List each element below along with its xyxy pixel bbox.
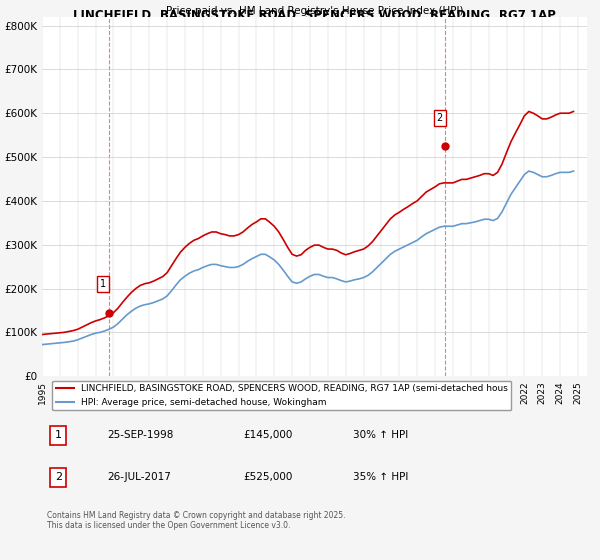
Legend: LINCHFIELD, BASINGSTOKE ROAD, SPENCERS WOOD, READING, RG7 1AP (semi-detached hou: LINCHFIELD, BASINGSTOKE ROAD, SPENCERS W… [52, 381, 511, 410]
Text: 1: 1 [55, 431, 62, 441]
Text: 1: 1 [100, 279, 106, 289]
Text: 2: 2 [437, 113, 443, 123]
Text: 35% ↑ HPI: 35% ↑ HPI [353, 473, 408, 483]
Text: Contains HM Land Registry data © Crown copyright and database right 2025.
This d: Contains HM Land Registry data © Crown c… [47, 511, 346, 530]
Text: 26-JUL-2017: 26-JUL-2017 [107, 473, 171, 483]
Text: 30% ↑ HPI: 30% ↑ HPI [353, 431, 408, 441]
Text: £145,000: £145,000 [244, 431, 293, 441]
Text: LINCHFIELD, BASINGSTOKE ROAD, SPENCERS WOOD, READING, RG7 1AP: LINCHFIELD, BASINGSTOKE ROAD, SPENCERS W… [73, 9, 556, 22]
Text: Price paid vs. HM Land Registry's House Price Index (HPI): Price paid vs. HM Land Registry's House … [166, 6, 463, 16]
Text: 25-SEP-1998: 25-SEP-1998 [107, 431, 174, 441]
Text: £525,000: £525,000 [244, 473, 293, 483]
Text: 2: 2 [55, 473, 62, 483]
